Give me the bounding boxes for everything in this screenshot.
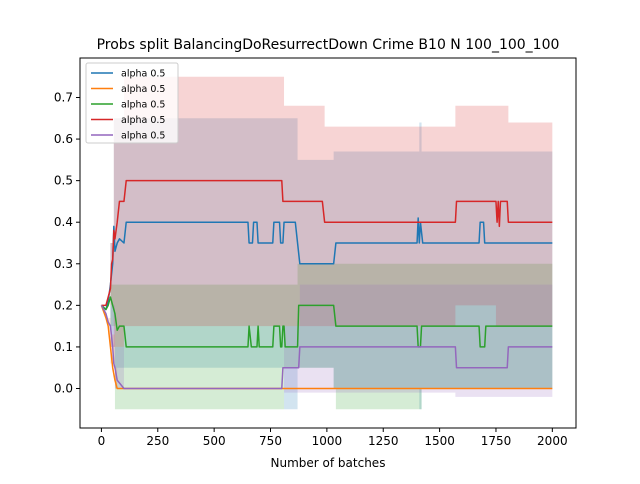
x-tick-label: 250 (146, 434, 169, 448)
x-axis-ticks: 0 250 500 750 1000 1250 1500 1750 2000 (98, 428, 568, 448)
chart-title: Probs split BalancingDoResurrectDown Cri… (97, 37, 560, 53)
y-tick-label: 0.2 (54, 298, 73, 312)
legend-label-1: alpha 0.5 (121, 69, 165, 80)
legend-box (85, 62, 179, 144)
x-tick-label: 0 (98, 434, 106, 448)
plot-frame (79, 57, 577, 429)
band-series-4 (101, 76, 553, 347)
y-axis-ticks: 0.0 0.1 0.2 0.3 0.4 0.5 0.6 0.7 (54, 90, 80, 396)
series-line-2 (100, 305, 553, 390)
y-tick-label: 0.7 (54, 90, 73, 104)
band-series-3 (101, 263, 553, 410)
series-lines (100, 179, 553, 390)
legend-label-4: alpha 0.5 (121, 115, 165, 126)
x-tick-label: 2000 (537, 434, 568, 448)
y-tick-label: 0.4 (54, 215, 73, 229)
band-series-5 (101, 284, 553, 397)
x-tick-label: 1500 (424, 434, 455, 448)
series-line-5 (100, 305, 553, 390)
y-tick-label: 0.3 (54, 257, 73, 271)
y-tick-label: 0.6 (54, 132, 73, 146)
x-tick-label: 750 (259, 434, 282, 448)
x-tick-label: 500 (203, 434, 226, 448)
legend-label-5: alpha 0.5 (121, 131, 165, 142)
y-tick-label: 0.0 (54, 382, 73, 396)
series-line-1 (100, 217, 553, 311)
y-tick-label: 0.1 (54, 340, 73, 354)
x-tick-label: 1750 (481, 434, 512, 448)
y-tick-label: 0.5 (54, 174, 73, 188)
legend-label-2: alpha 0.5 (121, 84, 165, 95)
x-tick-label: 1000 (312, 434, 343, 448)
legend: alpha 0.5 alpha 0.5 alpha 0.5 alpha 0.5 alph… (85, 62, 179, 144)
legend-label-3: alpha 0.5 (121, 100, 165, 111)
x-tick-label: 1250 (368, 434, 399, 448)
series-line-4 (101, 179, 553, 307)
x-axis-label: Number of batches (271, 456, 386, 470)
